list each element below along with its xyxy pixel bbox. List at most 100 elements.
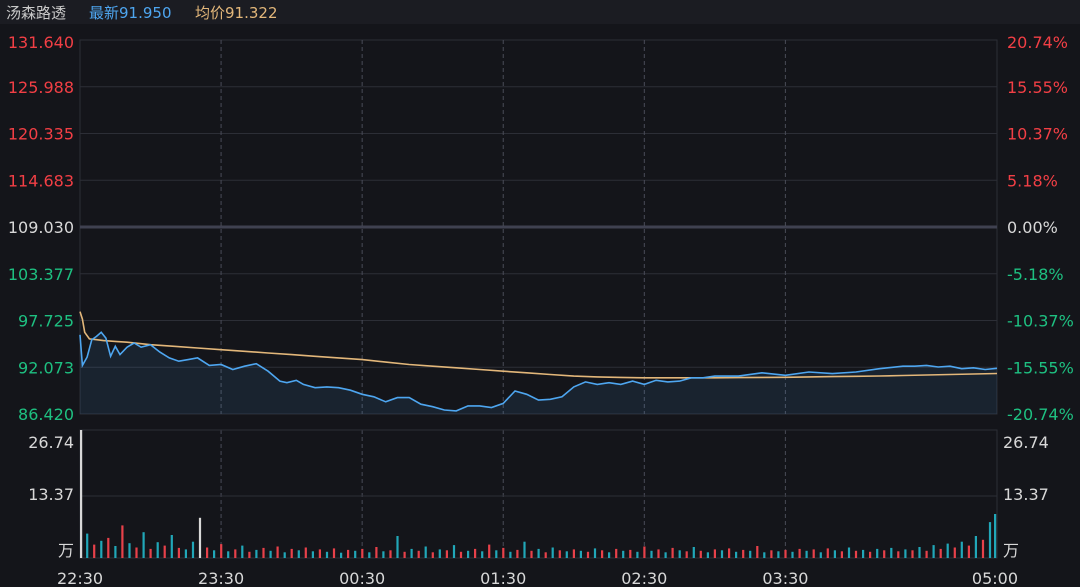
volume-bar [93,544,96,558]
change-percent-tick: 5.18% [1007,171,1058,190]
volume-panel-frame [79,429,998,559]
change-percent-tick: -15.55% [1007,358,1074,377]
volume-bar [368,552,371,558]
volume-bar [558,550,561,558]
volume-axis-tick-right: 26.74 [1003,433,1049,452]
volume-bar [340,552,343,558]
volume-bar [883,550,886,558]
time-axis-tick: 02:30 [621,569,667,587]
time-axis-tick: 01:30 [480,569,526,587]
volume-bar [974,536,977,558]
volume-bar [876,548,879,558]
volume-bar [445,550,448,558]
volume-bar [354,550,357,558]
volume-bar [184,549,187,558]
volume-bar [953,547,956,558]
volume-bar [304,547,307,558]
chart-header: 汤森路透 最新91.950 均价91.322 [0,0,1080,24]
volume-bar [939,548,942,558]
volume-bar [86,533,89,558]
volume-bar [149,548,152,558]
volume-bar [763,552,766,558]
time-axis-tick: 00:30 [339,569,385,587]
volume-unit-label: 万 [58,541,74,560]
volume-bar [220,544,223,558]
volume-bar [467,550,470,558]
volume-axis-tick: 26.74 [28,433,74,452]
volume-bar [664,552,667,558]
change-percent-tick: -10.37% [1007,312,1074,331]
volume-bar [509,551,512,558]
volume-bar [805,550,808,558]
average-price: 均价91.322 [195,4,278,22]
volume-bar [156,542,159,558]
volume-bar [198,517,202,558]
price-axis-tick: 125.988 [8,78,74,97]
volume-bar [770,550,773,558]
volume-bar [523,541,526,558]
volume-bar [720,550,724,558]
price-axis-tick: 86.420 [18,405,74,424]
volume-bar [107,537,110,558]
volume-axis-tick-right: 13.37 [1003,485,1049,504]
volume-bar [728,548,731,558]
volume-bar [128,543,131,558]
volume-bar [389,550,392,558]
volume-bar [608,552,611,558]
volume-bar [206,547,209,558]
volume-bar [530,550,533,558]
volume-bar [474,548,477,558]
volume-bar [100,540,103,558]
volume-bar [213,550,216,558]
latest-price: 最新91.950 [89,4,172,22]
volume-bar [459,551,463,558]
volume-bar [636,551,639,558]
volume-bar [227,551,230,558]
price-axis-tick: 131.640 [8,33,74,52]
volume-bar [382,551,385,558]
volume-bar [981,539,985,558]
volume-bar [925,550,928,558]
volume-bar [713,549,716,558]
time-axis: 22:30 23:30 00:30 01:30 02:30 03:30 05:00 [57,569,1018,587]
volume-bar [890,547,893,558]
volume-bar [375,547,378,558]
volume-bar [537,548,540,558]
volume-bar [847,547,851,558]
time-axis-tick: 22:30 [57,569,103,587]
volume-panel: 26.74 26.74 13.37 13.37 万 万 [28,429,1049,560]
volume-bar [819,552,822,558]
volume-bar [756,546,759,558]
volume-bar [601,550,604,558]
volume-bar [777,551,780,558]
price-axis-tick: 103.377 [8,265,74,284]
volume-bar [685,551,688,558]
volume-bar [325,551,329,558]
volume-bar [784,549,787,558]
volume-bar [840,551,843,558]
volume-bar [452,545,456,558]
volume-bar [396,536,399,558]
volume-bar [960,541,963,558]
volume-bar [629,549,632,558]
change-percent-tick: -20.74% [1007,405,1074,424]
volume-bar [290,548,293,558]
volume-bar [431,552,434,558]
volume-bar [361,548,364,558]
volume-bar [177,547,180,558]
volume-bar [615,548,618,558]
volume-bar [403,551,406,558]
volume-bar [262,547,265,558]
volume-bar [699,550,702,558]
volume-bar [735,551,738,558]
volume-bar [311,551,314,558]
volume-bar [163,545,166,558]
stock-name: 汤森路透 [6,4,67,22]
change-percent-tick: 20.74% [1007,33,1068,52]
volume-bar [234,549,237,558]
volume-bar [869,551,872,558]
price-panel: 131.640 20.74% 125.988 15.55% 120.335 10.37% 1… [8,33,1074,424]
price-axis-tick: 109.030 [8,218,74,237]
volume-bar [826,548,829,558]
